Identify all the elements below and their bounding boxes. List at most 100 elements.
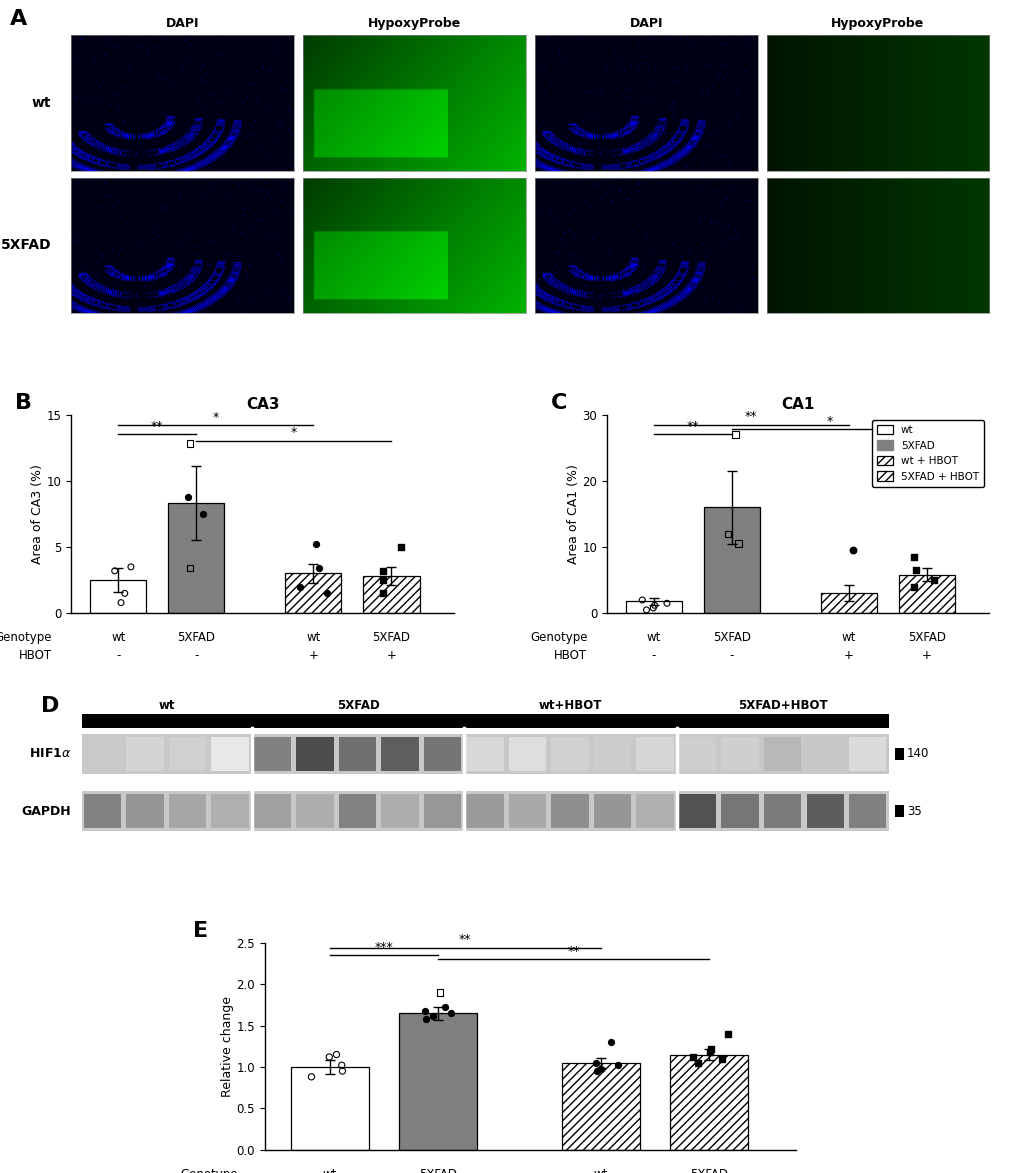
Point — [179, 487, 196, 506]
Text: DAPI: DAPI — [629, 18, 662, 30]
Text: -: - — [194, 649, 199, 662]
Text: 5XFAD+HBOT: 5XFAD+HBOT — [738, 699, 827, 712]
Y-axis label: Area of CA3 (%): Area of CA3 (%) — [31, 465, 44, 564]
Point — [122, 557, 139, 576]
Point — [375, 562, 391, 581]
Point — [588, 1062, 604, 1080]
Text: +: + — [843, 649, 853, 662]
Bar — [168, 503, 224, 613]
Text: HypoxyProbe: HypoxyProbe — [830, 18, 923, 30]
Point — [730, 535, 746, 554]
Point — [303, 1067, 319, 1086]
Text: +: + — [308, 649, 318, 662]
Point — [844, 541, 860, 560]
Text: 5XFAD: 5XFAD — [690, 1168, 728, 1173]
Point — [392, 537, 409, 556]
Point — [644, 598, 660, 617]
Point — [321, 1047, 337, 1066]
Text: 5XFAD: 5XFAD — [177, 631, 215, 644]
Point — [116, 584, 132, 603]
Bar — [669, 1055, 748, 1150]
Bar — [285, 574, 341, 613]
Text: HypoxyProbe: HypoxyProbe — [368, 18, 461, 30]
Bar — [398, 1013, 477, 1150]
Text: Genotype: Genotype — [0, 631, 52, 644]
Text: B: B — [15, 393, 33, 413]
Text: wt: wt — [646, 631, 660, 644]
Bar — [820, 594, 876, 613]
Bar — [703, 507, 759, 613]
Point — [333, 1056, 350, 1074]
Point — [431, 983, 447, 1002]
Text: A: A — [10, 9, 28, 29]
Bar — [625, 602, 681, 613]
Point — [181, 434, 198, 453]
Text: 5XFAD: 5XFAD — [336, 699, 379, 712]
Text: Genotype: Genotype — [529, 631, 587, 644]
Text: wt: wt — [158, 699, 174, 712]
Text: 5XFAD: 5XFAD — [372, 631, 410, 644]
Text: wt: wt — [841, 631, 855, 644]
Text: 5XFAD: 5XFAD — [712, 631, 750, 644]
Point — [334, 1062, 351, 1080]
Point — [592, 1059, 608, 1078]
Point — [646, 596, 662, 615]
Text: +: + — [921, 649, 931, 662]
Point — [907, 561, 923, 579]
Point — [719, 524, 736, 543]
Text: D: D — [41, 697, 59, 717]
Point — [374, 584, 390, 603]
Point — [703, 1039, 719, 1058]
Point — [701, 1043, 717, 1062]
Text: 5XFAD: 5XFAD — [907, 631, 945, 644]
Text: wt: wt — [32, 96, 51, 110]
Text: -: - — [729, 649, 734, 662]
Point — [417, 1002, 433, 1021]
Text: -: - — [116, 649, 120, 662]
Bar — [363, 576, 419, 613]
Point — [689, 1053, 705, 1072]
Point — [374, 571, 390, 590]
Point — [905, 548, 921, 567]
Point — [634, 590, 650, 609]
Text: HBOT: HBOT — [18, 649, 52, 662]
Text: wt: wt — [593, 1168, 607, 1173]
Text: 5XFAD: 5XFAD — [419, 1168, 457, 1173]
Point — [181, 558, 198, 577]
Text: wt+HBOT: wt+HBOT — [538, 699, 601, 712]
Text: 140: 140 — [906, 747, 928, 760]
Legend: wt, 5XFAD, wt + HBOT, 5XFAD + HBOT: wt, 5XFAD, wt + HBOT, 5XFAD + HBOT — [871, 420, 983, 487]
Point — [925, 571, 942, 590]
Point — [602, 1032, 619, 1051]
Bar — [561, 1063, 639, 1150]
Point — [291, 577, 308, 596]
Point — [195, 504, 211, 523]
Point — [318, 584, 334, 603]
Text: **: ** — [744, 409, 757, 423]
Text: ***: *** — [374, 941, 393, 954]
Y-axis label: Area of CA1 (%): Area of CA1 (%) — [566, 465, 579, 564]
Point — [328, 1045, 344, 1064]
Point — [436, 998, 452, 1017]
Text: Genotype: Genotype — [180, 1168, 237, 1173]
Text: wt: wt — [322, 1168, 336, 1173]
Point — [587, 1053, 603, 1072]
Text: wt: wt — [306, 631, 320, 644]
Text: GAPDH: GAPDH — [21, 805, 71, 818]
Bar — [290, 1067, 369, 1150]
Text: wt: wt — [111, 631, 125, 644]
Text: +: + — [386, 649, 396, 662]
Text: -: - — [651, 649, 655, 662]
Title: CA3: CA3 — [246, 396, 279, 412]
Point — [424, 1006, 440, 1025]
Text: *: * — [290, 427, 297, 440]
Point — [905, 577, 921, 596]
Point — [609, 1056, 626, 1074]
Text: HIF1$\alpha$: HIF1$\alpha$ — [29, 747, 71, 760]
Text: 5XFAD: 5XFAD — [0, 238, 51, 252]
Text: *: * — [825, 414, 832, 428]
Bar — [90, 581, 146, 613]
Point — [418, 1010, 434, 1029]
Title: CA1: CA1 — [781, 396, 814, 412]
Text: **: ** — [459, 934, 471, 947]
